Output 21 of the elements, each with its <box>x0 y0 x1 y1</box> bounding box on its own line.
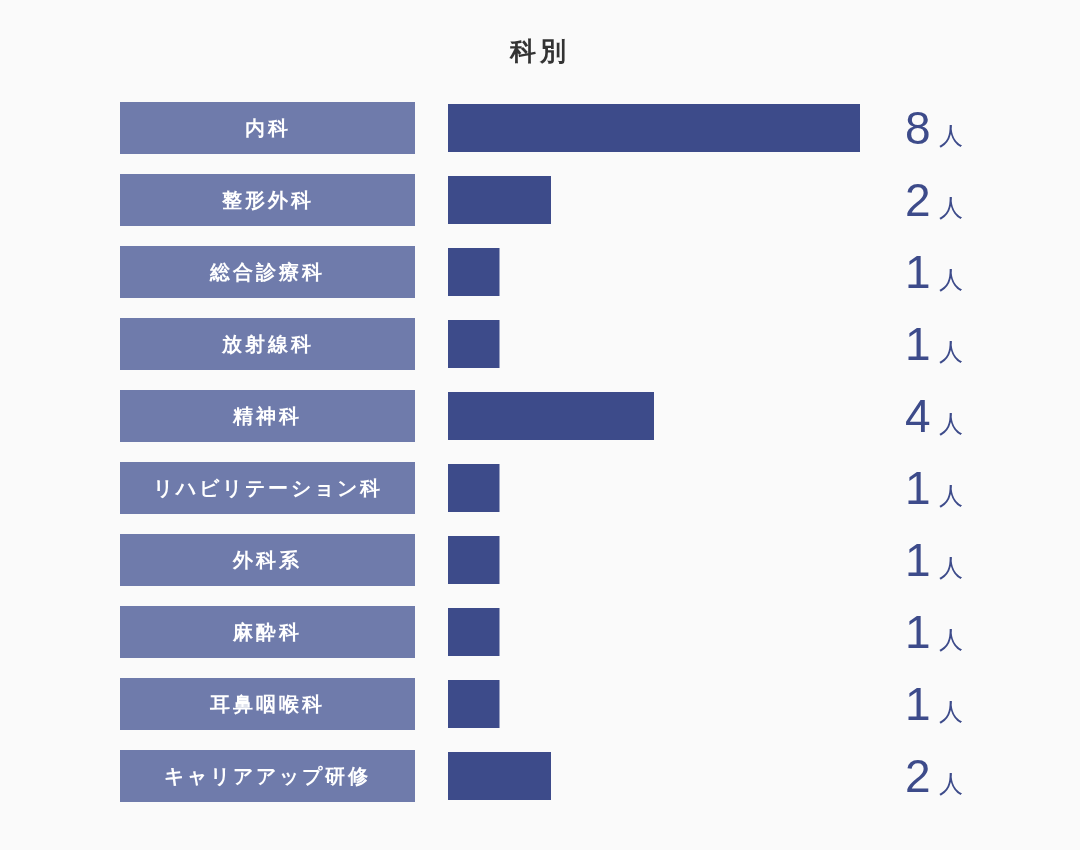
y-tick-label: キャリアアップ研修 <box>164 764 371 788</box>
bar <box>448 536 500 584</box>
y-tick-label: 耳鼻咽喉科 <box>209 692 325 716</box>
y-tick-label: 内科 <box>244 116 291 140</box>
y-tick-label: 精神科 <box>232 404 302 428</box>
y-tick-label: 総合診療科 <box>209 260 325 284</box>
bar <box>448 320 500 368</box>
y-tick-label: 外科系 <box>232 548 302 572</box>
bar <box>448 248 500 296</box>
y-tick-label: 整形外科 <box>220 188 314 212</box>
y-tick-label: 放射線科 <box>220 332 314 356</box>
y-tick-label: 麻酔科 <box>232 620 302 644</box>
chart-title: 科別 <box>508 35 571 68</box>
bar <box>448 176 551 224</box>
y-tick-label: リハビリテーション科 <box>152 476 383 500</box>
bar <box>448 464 500 512</box>
bar <box>448 608 500 656</box>
bar <box>448 104 860 152</box>
bar <box>448 752 551 800</box>
bar <box>448 392 654 440</box>
bar <box>448 680 500 728</box>
